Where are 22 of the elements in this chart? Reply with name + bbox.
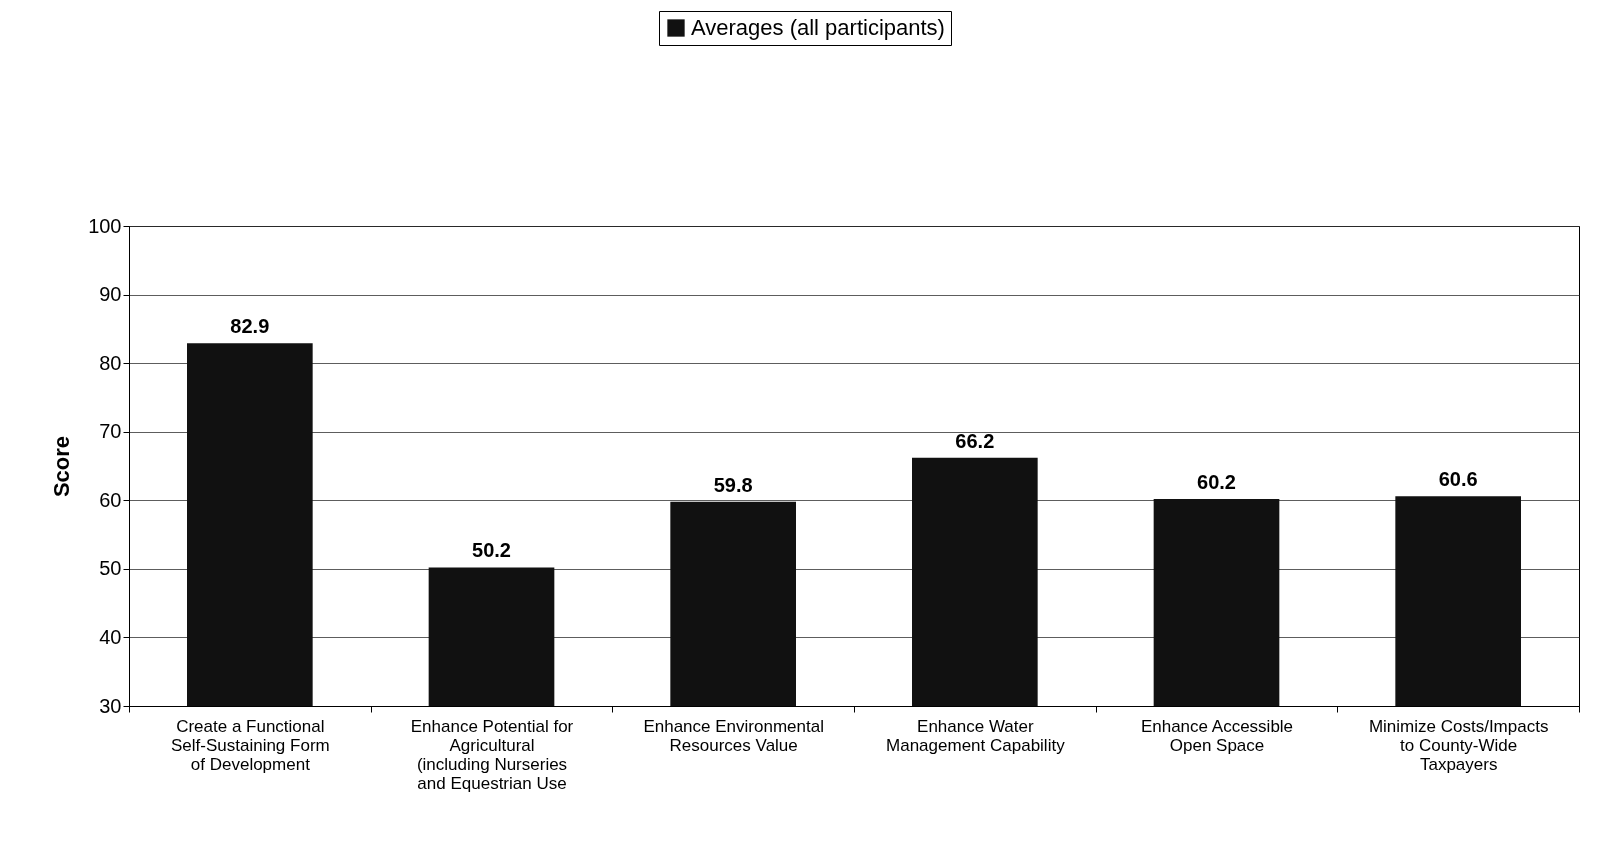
data-label: 60.2: [1197, 470, 1236, 493]
x-tick-label: Minimize Costs/Impacts to County-Wide Taxpayers: [1368, 716, 1549, 774]
data-label: 82.9: [230, 315, 270, 338]
data-label: 59.8: [713, 473, 753, 496]
legend-label: Averages (all participants): [691, 15, 945, 40]
y-tick-label: 30: [99, 694, 122, 717]
x-tick-label: Enhance Potential for Agricultural (including Nurseries and Equestrian Use: [410, 716, 574, 793]
x-tick-label: Enhance Water Management Capability: [886, 716, 1066, 755]
data-label: 60.6: [1438, 468, 1478, 491]
y-tick-label: 50: [99, 557, 122, 580]
y-tick-label: 60: [99, 488, 122, 511]
x-tick-label: Enhance Accessible Open Space: [1140, 716, 1294, 755]
y-tick-label: 80: [99, 351, 122, 374]
y-axis-title: Score: [49, 435, 75, 498]
y-tick-label: 40: [99, 625, 122, 648]
x-tick-label: Create a Functional Self-Sustaining Form of Development: [170, 716, 330, 774]
x-tick-label: Enhance Environmental Resources Value: [643, 716, 824, 755]
y-tick-label: 100: [88, 214, 122, 237]
data-label: 66.2: [955, 429, 995, 452]
y-tick-label: 70: [99, 420, 122, 443]
data-label: 50.2: [472, 539, 511, 562]
y-tick-label: 90: [99, 283, 122, 306]
